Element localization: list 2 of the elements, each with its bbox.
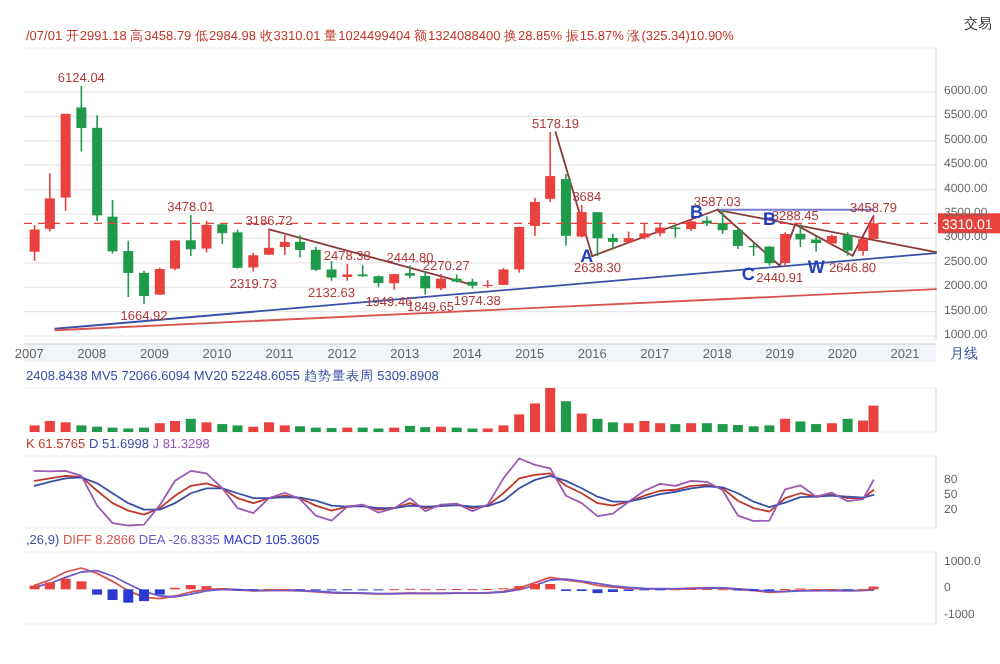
annotation: C [741,263,756,284]
annotation: A [580,245,595,266]
